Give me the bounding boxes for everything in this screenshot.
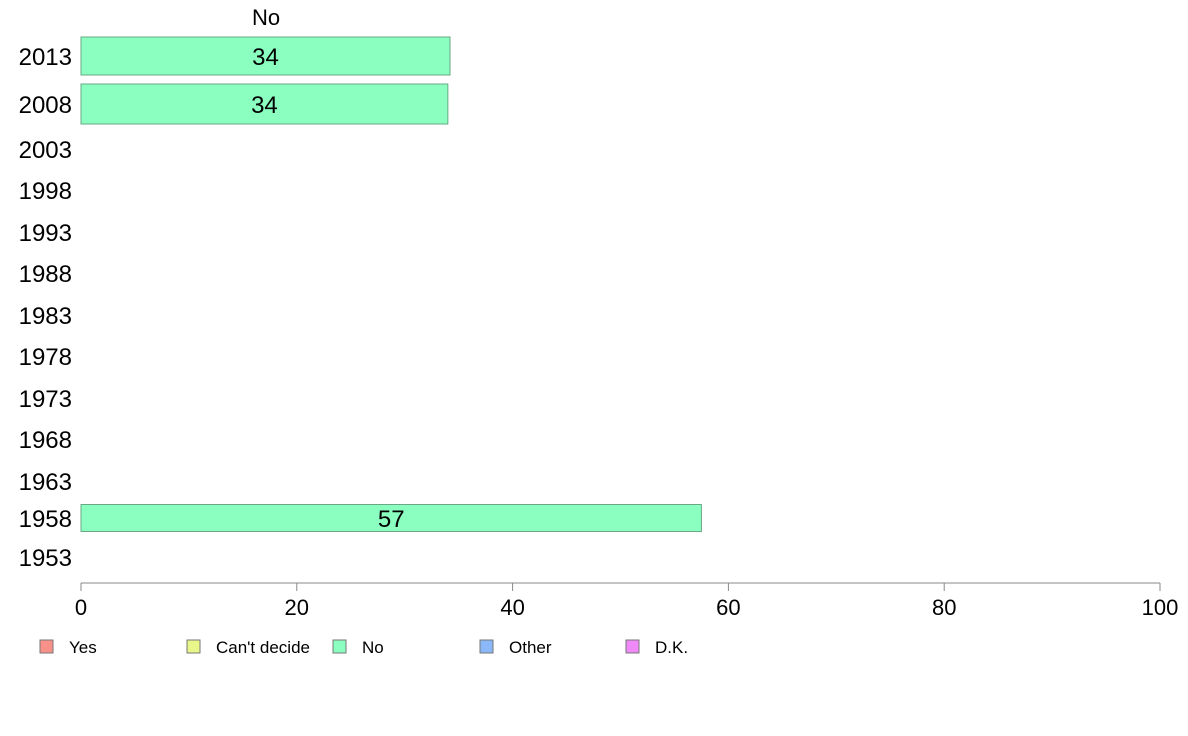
legend-label: Other: [509, 638, 552, 657]
category-label: 1983: [19, 303, 72, 330]
category-label: 2013: [19, 44, 72, 71]
data-label: 34: [252, 44, 279, 71]
bar-segment: [80, 36, 451, 76]
legend-swatch: [186, 639, 201, 654]
legend-swatch: [39, 639, 54, 654]
data-label: 57: [378, 506, 405, 533]
category-label: 1973: [19, 386, 72, 413]
category-label: 1963: [19, 469, 72, 496]
bars: [80, 36, 702, 532]
category-label: 2008: [19, 92, 72, 119]
legend-label: No: [362, 638, 384, 657]
bar-segment: [80, 83, 449, 125]
legend-swatch: [332, 639, 347, 654]
legend-swatch: [479, 639, 494, 654]
category-labels: 2013 2008 2003 1998 1993 1988 1983 1978 1973 1968…: [19, 44, 72, 572]
legend: Yes Can't decide No Other D.K.: [39, 638, 688, 657]
data-labels: 34 34 57: [251, 44, 404, 533]
category-label: 1998: [19, 178, 72, 205]
legend-label: Can't decide: [216, 638, 310, 657]
category-label: 1953: [19, 545, 72, 572]
category-label: 1988: [19, 261, 72, 288]
category-label: 1993: [19, 220, 72, 247]
category-label: 1958: [19, 506, 72, 533]
x-tick-label: 100: [1142, 595, 1179, 620]
column-header: No: [252, 5, 280, 30]
category-label: 2003: [19, 137, 72, 164]
x-tick-label: 80: [932, 595, 956, 620]
category-label: 1968: [19, 427, 72, 454]
x-tick-label: 20: [285, 595, 309, 620]
category-label: 1978: [19, 344, 72, 371]
legend-swatch: [625, 639, 640, 654]
x-tick-label: 60: [716, 595, 740, 620]
x-tick-label: 0: [75, 595, 87, 620]
x-tick-label: 40: [500, 595, 524, 620]
legend-label: Yes: [69, 638, 97, 657]
bar-segment: [80, 504, 702, 532]
x-axis: 0 20 40 60 80 100: [75, 582, 1179, 620]
legend-label: D.K.: [655, 638, 688, 657]
data-label: 34: [251, 92, 278, 119]
